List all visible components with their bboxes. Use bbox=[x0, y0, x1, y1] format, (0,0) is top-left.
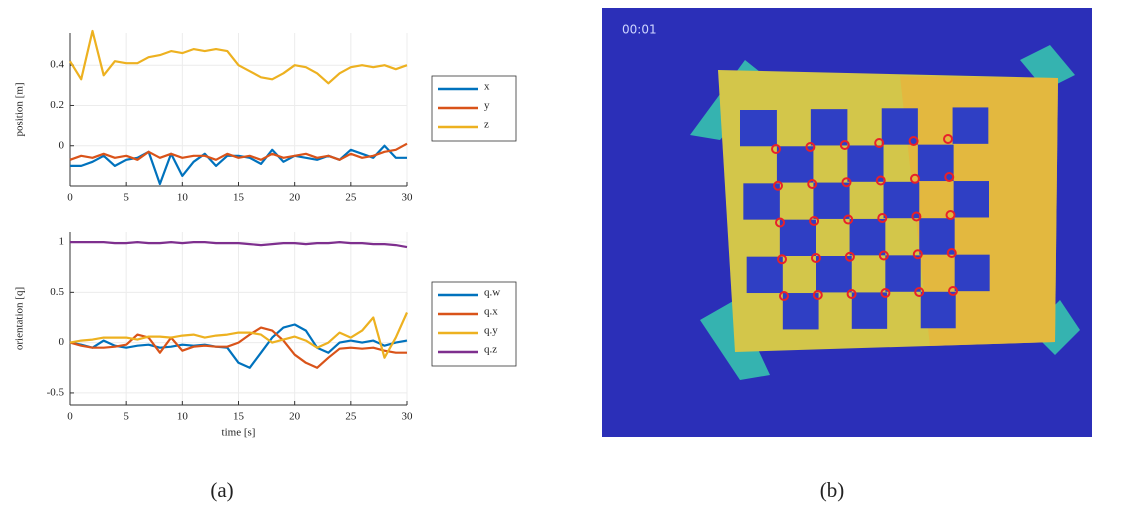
x-tick-label: 15 bbox=[233, 192, 245, 204]
checker-square bbox=[882, 108, 918, 144]
page: {"chart_data": [ {"type": "line", "ylabe… bbox=[0, 0, 1122, 523]
y-tick-label: 1 bbox=[59, 236, 65, 248]
checker-square bbox=[780, 220, 816, 256]
x-tick-label: 20 bbox=[289, 411, 301, 423]
legend-label: z bbox=[484, 119, 489, 131]
legend-label: q.y bbox=[484, 325, 498, 337]
checker-square bbox=[816, 256, 852, 292]
y-tick-label: 0 bbox=[59, 336, 65, 348]
y-tick-label: 0.5 bbox=[50, 286, 64, 298]
checker-square bbox=[885, 255, 920, 291]
camera-image: 00:01 bbox=[602, 8, 1092, 437]
x-tick-label: 15 bbox=[233, 411, 245, 423]
checker-square bbox=[777, 146, 814, 182]
checker-square bbox=[852, 292, 887, 328]
x-tick-label: 25 bbox=[345, 411, 357, 423]
x-tick-label: 5 bbox=[123, 192, 129, 204]
caption: (a) bbox=[210, 478, 233, 502]
checker-square bbox=[954, 181, 989, 217]
y-axis-label: orientation [q] bbox=[14, 287, 26, 350]
legend-label: q.z bbox=[484, 344, 497, 356]
checker-square bbox=[953, 107, 989, 143]
x-tick-label: 30 bbox=[402, 411, 414, 423]
y-axis-label: position [m] bbox=[14, 82, 26, 136]
x-tick-label: 0 bbox=[67, 411, 73, 423]
caption: (b) bbox=[820, 478, 845, 502]
checker-square bbox=[747, 257, 783, 293]
y-tick-label: 0 bbox=[59, 139, 65, 151]
y-tick-label: 0.4 bbox=[50, 59, 64, 71]
legend-label: q.x bbox=[484, 306, 498, 318]
checker-square bbox=[811, 109, 848, 145]
legend-label: q.w bbox=[484, 287, 500, 299]
figure: 00:01 (a) (b) 05101520253000.20.4positio… bbox=[0, 0, 1122, 523]
x-tick-label: 25 bbox=[345, 192, 357, 204]
y-tick-label: 0.2 bbox=[50, 99, 64, 111]
x-tick-label: 10 bbox=[177, 411, 189, 423]
x-tick-label: 5 bbox=[123, 411, 129, 423]
x-tick-label: 30 bbox=[402, 192, 414, 204]
legend-label: y bbox=[484, 100, 490, 112]
checker-square bbox=[813, 183, 849, 219]
timestamp: 00:01 bbox=[622, 23, 657, 37]
checker-square bbox=[850, 219, 886, 255]
y-tick-label: -0.5 bbox=[47, 386, 65, 398]
x-tick-label: 20 bbox=[289, 192, 301, 204]
x-axis-label: time [s] bbox=[222, 427, 256, 439]
x-tick-label: 10 bbox=[177, 192, 189, 204]
legend-label: x bbox=[484, 81, 490, 93]
checker-square bbox=[921, 292, 956, 329]
checker-square bbox=[740, 110, 777, 146]
checker-square bbox=[955, 255, 990, 292]
checker-square bbox=[918, 145, 954, 181]
x-tick-label: 0 bbox=[67, 192, 73, 204]
